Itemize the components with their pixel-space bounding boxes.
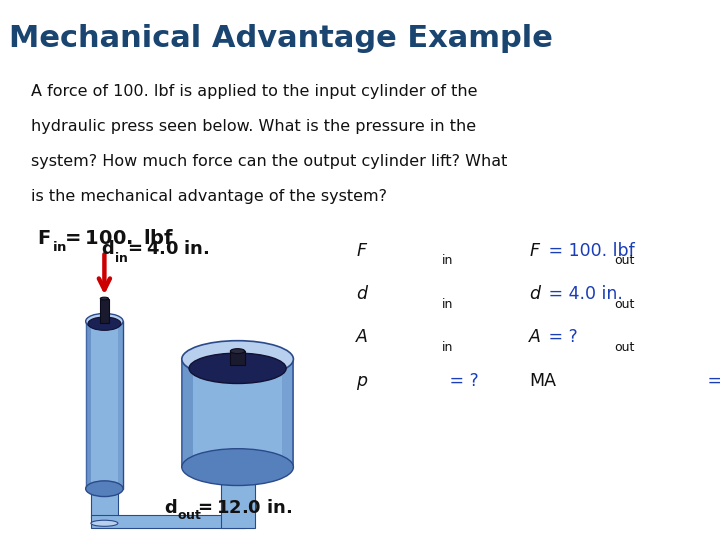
FancyBboxPatch shape xyxy=(86,321,91,489)
Text: $\mathbf{out}$: $\mathbf{out}$ xyxy=(177,509,202,522)
FancyBboxPatch shape xyxy=(117,321,123,489)
Text: p: p xyxy=(356,372,367,390)
Text: in: in xyxy=(442,298,454,310)
Text: in: in xyxy=(442,341,454,354)
Text: out: out xyxy=(615,298,635,310)
FancyBboxPatch shape xyxy=(91,483,118,518)
Text: MA: MA xyxy=(529,372,557,390)
FancyBboxPatch shape xyxy=(181,359,193,467)
Ellipse shape xyxy=(181,341,294,377)
Text: A: A xyxy=(529,328,541,347)
Text: $\mathbf{d}$: $\mathbf{d}$ xyxy=(164,498,177,517)
FancyBboxPatch shape xyxy=(230,351,245,364)
FancyBboxPatch shape xyxy=(100,299,109,323)
Text: = 100. lbf: = 100. lbf xyxy=(543,242,634,260)
Ellipse shape xyxy=(91,520,118,526)
Ellipse shape xyxy=(86,313,123,329)
FancyBboxPatch shape xyxy=(86,321,123,489)
Ellipse shape xyxy=(100,297,109,300)
Text: in: in xyxy=(442,254,454,267)
Text: system? How much force can the output cylinder lift? What: system? How much force can the output cy… xyxy=(31,154,508,169)
Text: is the mechanical advantage of the system?: is the mechanical advantage of the syste… xyxy=(31,189,387,204)
Text: $\mathbf{in}$: $\mathbf{in}$ xyxy=(52,240,67,254)
Text: d: d xyxy=(356,285,367,303)
Text: = ?: = ? xyxy=(444,372,479,390)
Text: A: A xyxy=(356,328,368,347)
FancyBboxPatch shape xyxy=(282,359,294,467)
Ellipse shape xyxy=(88,317,121,330)
Ellipse shape xyxy=(181,449,294,485)
Ellipse shape xyxy=(189,353,286,383)
Text: $\mathbf{d}$: $\mathbf{d}$ xyxy=(101,240,114,259)
Text: A force of 100. lbf is applied to the input cylinder of the: A force of 100. lbf is applied to the in… xyxy=(31,84,477,99)
FancyBboxPatch shape xyxy=(220,467,255,528)
Text: = 4.0 in.: = 4.0 in. xyxy=(543,285,623,303)
Text: F: F xyxy=(356,242,366,260)
Text: $\mathbf{= 12.0\ in.}$: $\mathbf{= 12.0\ in.}$ xyxy=(194,498,293,517)
Text: $\mathbf{= 4.0\ in.}$: $\mathbf{= 4.0\ in.}$ xyxy=(124,240,210,259)
Text: Mechanical Advantage Example: Mechanical Advantage Example xyxy=(9,24,552,53)
Text: = ?: = ? xyxy=(702,372,720,390)
Text: $\mathbf{in}$: $\mathbf{in}$ xyxy=(114,251,128,265)
Text: $\mathbf{= 100.\ lbf}$: $\mathbf{= 100.\ lbf}$ xyxy=(61,229,175,248)
Text: = ?: = ? xyxy=(543,328,577,347)
Text: out: out xyxy=(615,341,635,354)
Text: d: d xyxy=(529,285,540,303)
Ellipse shape xyxy=(230,349,245,354)
Ellipse shape xyxy=(86,481,123,497)
FancyBboxPatch shape xyxy=(181,359,294,467)
Text: out: out xyxy=(615,254,635,267)
FancyBboxPatch shape xyxy=(91,515,245,528)
Text: hydraulic press seen below. What is the pressure in the: hydraulic press seen below. What is the … xyxy=(31,119,476,134)
Text: F: F xyxy=(529,242,539,260)
Text: $\mathbf{F}$: $\mathbf{F}$ xyxy=(37,229,51,248)
